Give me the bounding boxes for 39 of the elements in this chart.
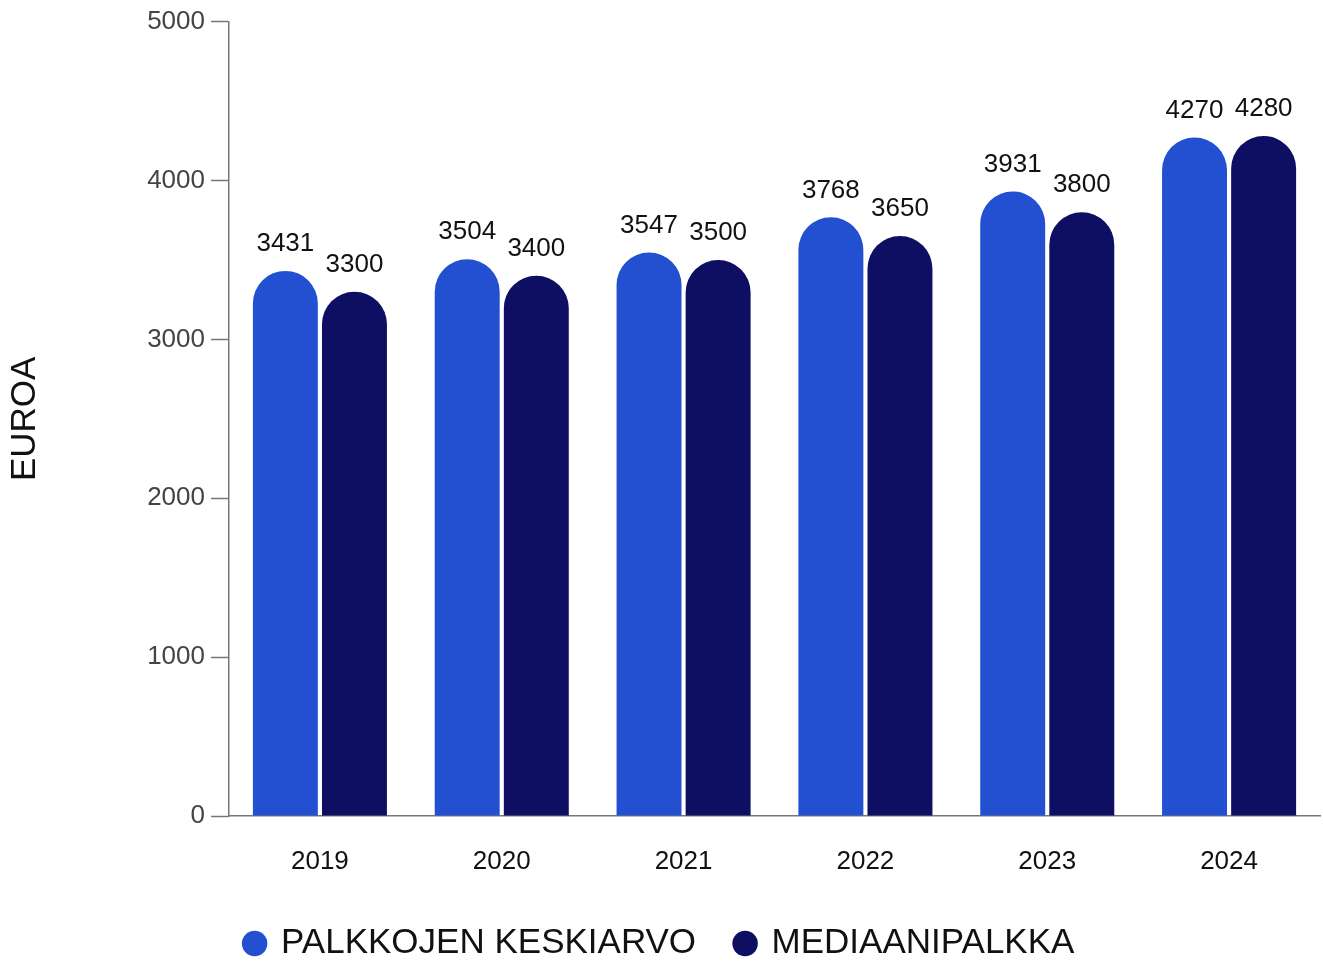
y-tick-label: 5000 (147, 4, 205, 35)
x-tick-label: 2024 (1200, 844, 1259, 875)
bar (503, 275, 569, 816)
x-tick-label: 2022 (836, 844, 895, 875)
data-label: 3650 (871, 192, 929, 223)
x-tick-label: 2020 (472, 844, 531, 875)
bar (616, 252, 682, 816)
y-tick-label: 4000 (147, 163, 205, 194)
data-label: 3300 (325, 247, 384, 278)
data-label: 3500 (689, 216, 748, 247)
x-tick-label: 2023 (1018, 844, 1077, 875)
bar (1231, 135, 1297, 816)
data-label: 3504 (438, 215, 497, 246)
bar (1049, 212, 1115, 816)
x-tick-label: 2021 (654, 844, 713, 875)
y-tick-label: 3000 (147, 322, 205, 353)
data-label: 4280 (1234, 92, 1293, 123)
bar (685, 259, 751, 816)
legend-label: MEDIAANIPALKKA (771, 921, 1076, 961)
data-label: 3800 (1052, 168, 1111, 199)
y-tick-label: 1000 (147, 640, 205, 671)
y-tick-label: 0 (190, 799, 205, 830)
bar (434, 259, 500, 816)
data-label: 3431 (256, 227, 315, 258)
y-axis-title: EUROA (2, 355, 42, 482)
bar (798, 217, 864, 816)
data-label: 3400 (507, 231, 566, 262)
data-label: 3547 (620, 208, 678, 239)
legend-label: PALKKOJEN KESKIARVO (281, 921, 697, 961)
data-label: 4270 (1165, 93, 1224, 124)
bar (980, 191, 1046, 816)
x-tick-label: 2019 (290, 844, 349, 875)
bar (1162, 137, 1228, 816)
data-label: 3931 (983, 147, 1042, 178)
bar (252, 270, 318, 816)
bar (321, 291, 387, 816)
bar (867, 236, 933, 816)
y-tick-label: 2000 (147, 481, 205, 512)
data-label: 3768 (801, 173, 860, 204)
